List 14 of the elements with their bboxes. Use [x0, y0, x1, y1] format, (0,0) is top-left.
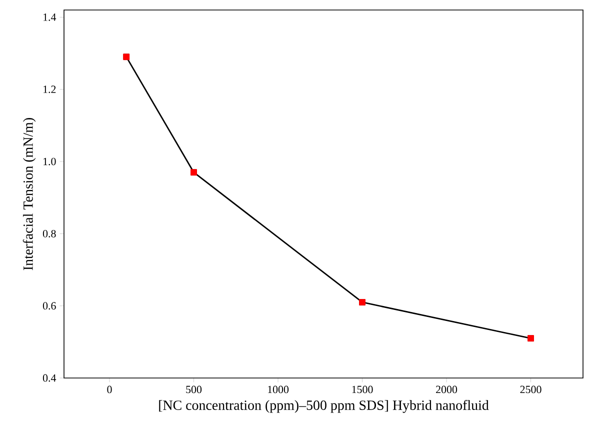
x-tick-label: 1500: [352, 386, 373, 394]
y-tick-label: 1.0: [44, 158, 56, 166]
y-axis-title: Interfacial Tension (mN/m): [22, 118, 36, 270]
x-tick-label: 0: [107, 386, 112, 394]
y-tick-label: 0.4: [42, 374, 56, 382]
y-tick-label: 1.4: [44, 14, 56, 21]
y-tick-label: 0.8: [42, 230, 56, 238]
x-tick-label: 1000: [268, 386, 289, 394]
x-axis-title: [NC concentration (ppm)–500 ppm SDS] Hybrid nanofluid: [159, 400, 489, 413]
x-tick-label: 2500: [520, 386, 542, 394]
y-tick-label: 1.2: [44, 86, 56, 94]
x-tick-label: 500: [186, 386, 202, 394]
y-tick-label: 0.6: [42, 302, 56, 310]
x-tick-label: 2000: [436, 386, 458, 394]
